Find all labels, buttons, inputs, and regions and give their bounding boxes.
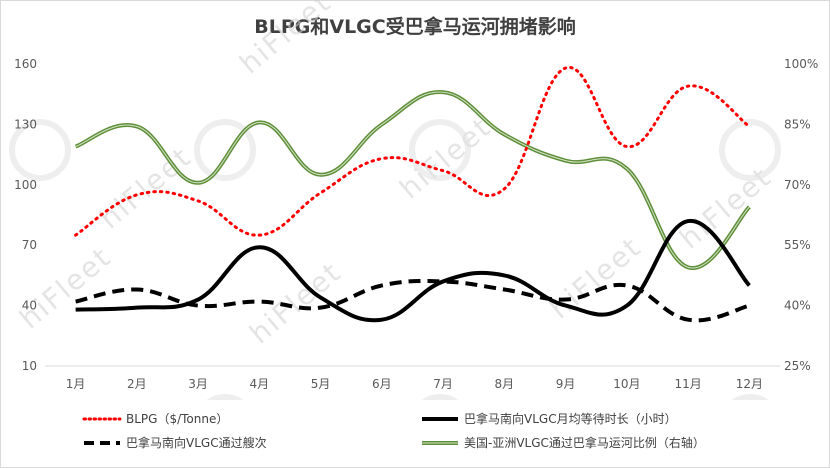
y-right-tick-label: 40% bbox=[784, 299, 811, 313]
y-left-tick-label: 130 bbox=[14, 117, 37, 131]
watermark-seal bbox=[409, 119, 471, 181]
chart-series bbox=[74, 66, 751, 323]
x-tick-label: 5月 bbox=[311, 377, 331, 391]
x-tick-label: 6月 bbox=[372, 377, 392, 391]
y-left-tick-label: 40 bbox=[22, 299, 37, 313]
legend-swatch-share bbox=[422, 440, 458, 445]
y-left-tick-label: 160 bbox=[14, 57, 37, 71]
legend-label-blpg: BLPG（$/Tonne） bbox=[126, 412, 229, 426]
x-tick-label: 11月 bbox=[674, 377, 701, 391]
legend-item-waiting: 巴拿马南向VLGC月均等待时长（小时） bbox=[420, 410, 677, 427]
legend-swatch-blpg bbox=[82, 417, 122, 420]
series-line-waiting bbox=[75, 219, 751, 323]
watermark-seal bbox=[719, 119, 781, 181]
x-tick-label: 8月 bbox=[495, 377, 515, 391]
legend-label-transits: 巴拿马南向VLGC通过艘次 bbox=[126, 436, 267, 450]
watermark-text: hiFleet bbox=[13, 240, 118, 335]
watermark-text: hiFleet bbox=[543, 230, 648, 325]
legend-label-waiting: 巴拿马南向VLGC月均等待时长（小时） bbox=[464, 412, 677, 426]
legend-item-blpg: BLPG（$/Tonne） bbox=[82, 410, 228, 427]
legend-label-share: 美国-亚洲VLGC通过巴拿马运河比例（右轴） bbox=[464, 436, 705, 450]
y-left-tick-label: 100 bbox=[14, 178, 37, 192]
watermark-seal bbox=[731, 394, 769, 400]
x-tick-label: 12月 bbox=[736, 377, 763, 391]
x-tick-label: 4月 bbox=[250, 377, 270, 391]
x-tick-label: 2月 bbox=[127, 377, 147, 391]
legend-item-transits: 巴拿马南向VLGC通过艘次 bbox=[82, 434, 267, 451]
y-right-tick-label: 85% bbox=[784, 117, 811, 131]
legend-item-share: 美国-亚洲VLGC通过巴拿马运河比例（右轴） bbox=[420, 434, 705, 451]
y-right-tick-label: 25% bbox=[784, 359, 811, 373]
watermark-seal bbox=[9, 119, 71, 181]
x-tick-label: 3月 bbox=[188, 377, 208, 391]
x-tick-label: 1月 bbox=[66, 377, 86, 391]
x-tick-label: 10月 bbox=[613, 377, 640, 391]
y-right-tick-label: 100% bbox=[784, 57, 818, 71]
y-right-tick-label: 70% bbox=[784, 178, 811, 192]
x-tick-label: 7月 bbox=[433, 377, 453, 391]
watermark-seal bbox=[421, 394, 459, 400]
y-left-tick-label: 70 bbox=[22, 238, 37, 252]
series-line-blpg bbox=[74, 66, 751, 237]
watermark-text: hiFleet bbox=[233, 0, 338, 80]
legend-swatch-transits bbox=[84, 440, 120, 445]
watermark-seal bbox=[194, 119, 256, 181]
watermark-text: hiFleet bbox=[93, 140, 198, 235]
watermark-seal bbox=[206, 394, 244, 400]
chart-title: BLPG和VLGC受巴拿马运河拥堵影响 bbox=[254, 16, 576, 38]
y-left-tick-label: 10 bbox=[22, 359, 37, 373]
chart-axes: 1月 2月 3月 4月 5月 6月 7月 8月 9月 10月 11月 12月 10 40 70 100 130 1… bbox=[14, 57, 818, 391]
series-line-share-highlight bbox=[75, 91, 750, 269]
legend-swatch-waiting bbox=[422, 416, 458, 421]
y-right-tick-label: 55% bbox=[784, 238, 811, 252]
x-tick-label: 9月 bbox=[556, 377, 576, 391]
